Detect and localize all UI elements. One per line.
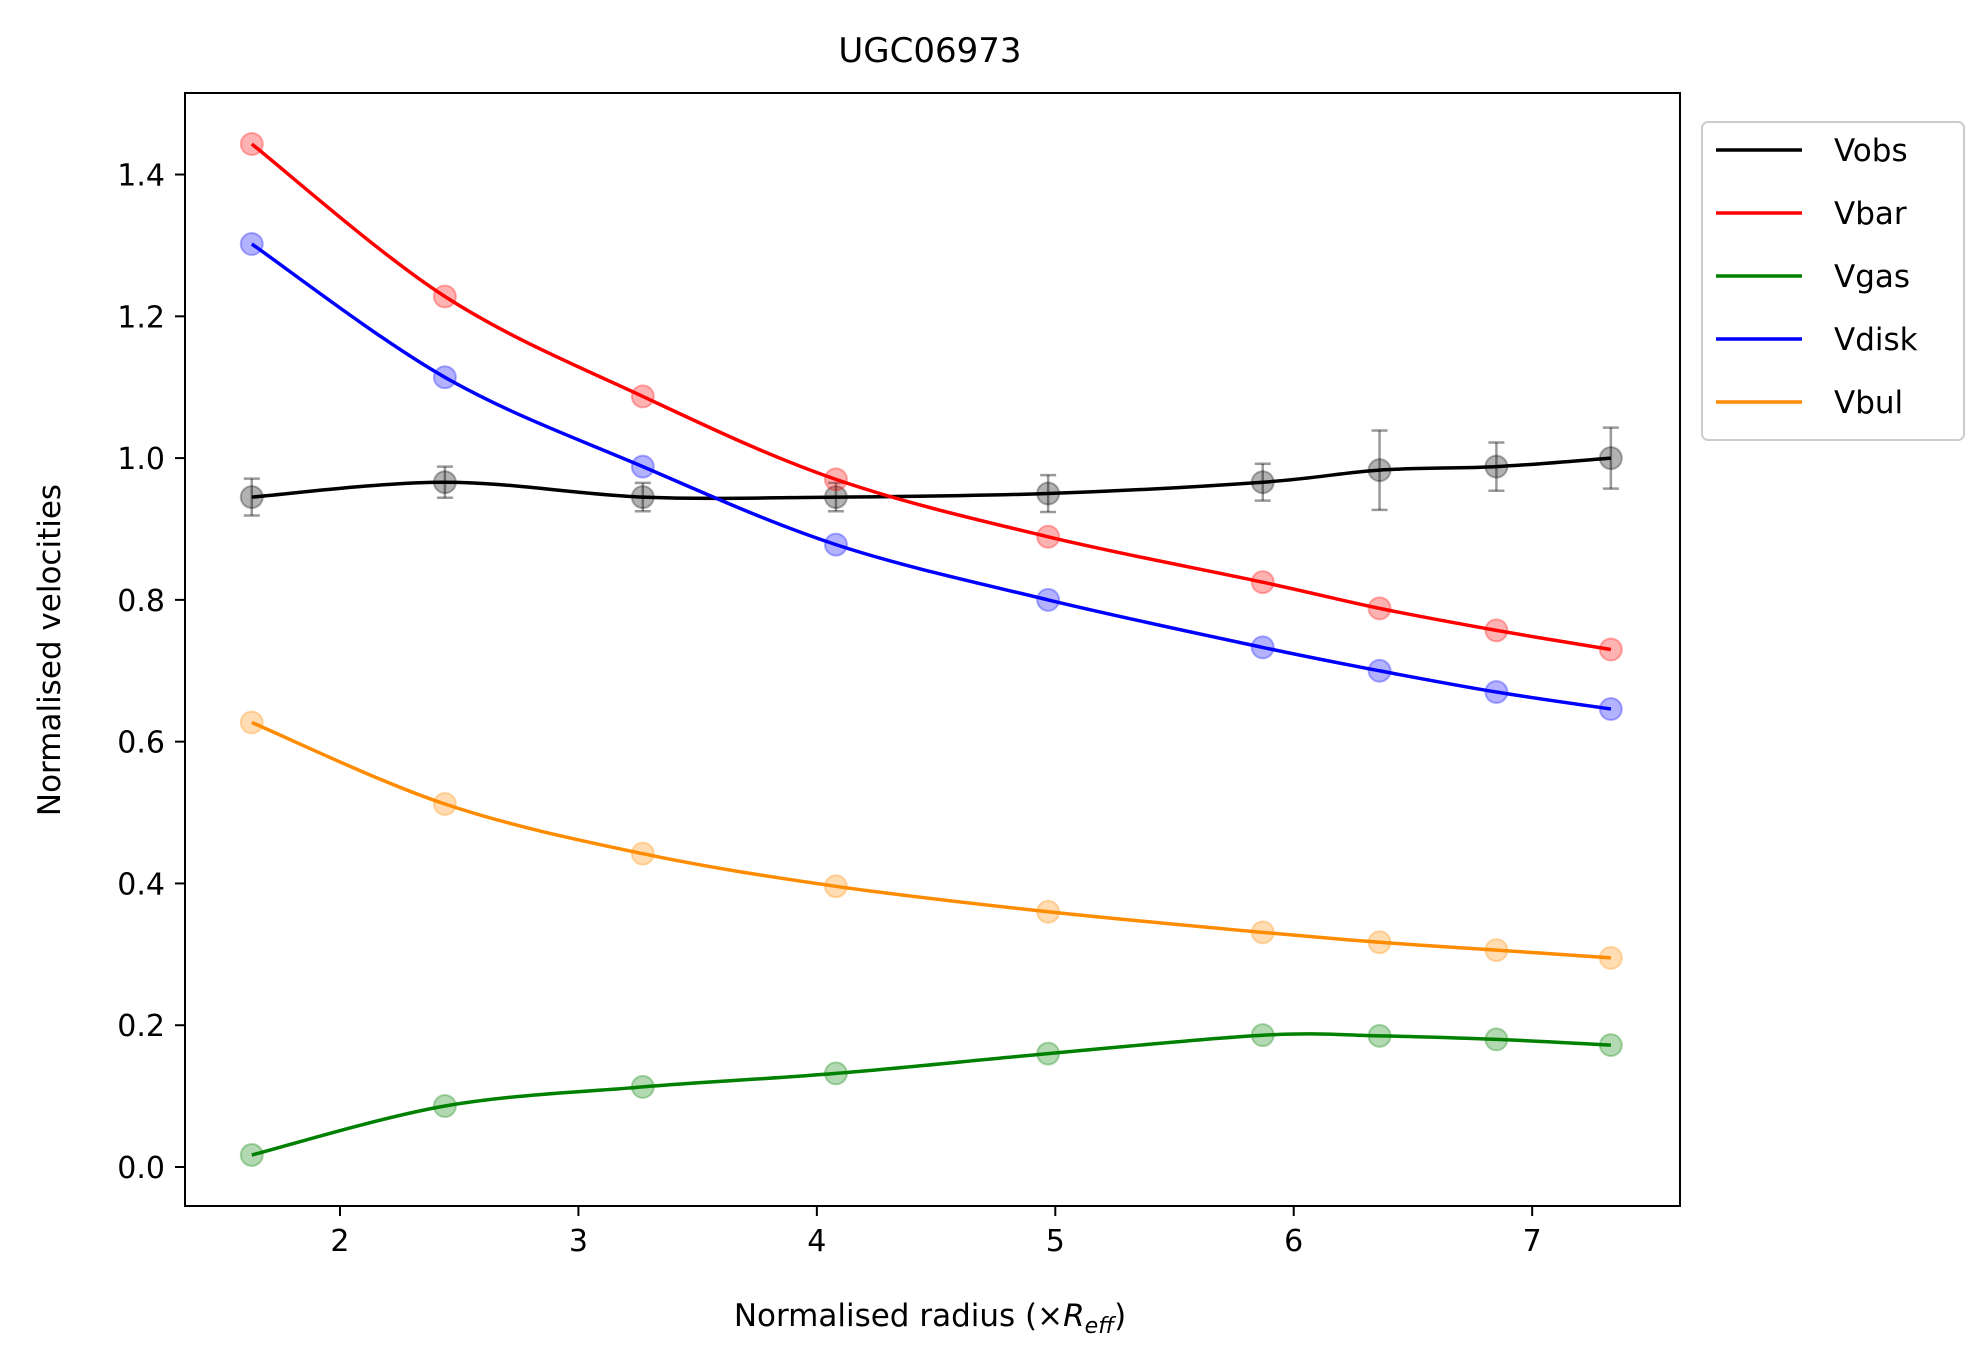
x-axis-label-main: Normalised radius (× — [734, 1298, 1063, 1334]
y-axis-label: Normalised velocities — [32, 484, 68, 816]
series-line-vbul — [251, 720, 1612, 960]
series-line-vbar — [250, 142, 1612, 652]
y-tick-label: 1.2 — [117, 300, 165, 335]
x-axis-label-symbol: R — [1063, 1298, 1085, 1334]
error-bar — [243, 477, 260, 517]
data-point-vbul — [239, 710, 264, 735]
legend-label-vobs: Vobs — [1834, 133, 1908, 169]
y-tick-label: 0.8 — [117, 584, 165, 619]
x-axis-label-end: ) — [1114, 1298, 1126, 1334]
plot-frame — [184, 92, 1681, 1207]
data-point-vdisk — [239, 231, 264, 256]
y-tick-label: 0.6 — [117, 726, 165, 761]
legend-label-vbul: Vbul — [1834, 385, 1903, 421]
data-point-vgas — [239, 1142, 264, 1167]
x-axis: 2 3 4 5 6 7 — [330, 1206, 1542, 1259]
x-tick-label: 4 — [807, 1224, 826, 1259]
x-tick-label: 6 — [1284, 1224, 1303, 1259]
legend-label-vbar: Vbar — [1834, 196, 1907, 232]
x-axis-label: Normalised radius (×Reff) — [734, 1298, 1126, 1339]
y-tick-label: 0.0 — [117, 1151, 165, 1186]
series-line-vgas — [251, 1032, 1611, 1157]
series-line-vobs — [251, 456, 1612, 501]
y-axis: 0.0 0.2 0.4 0.6 0.8 1.0 1.2 1.4 — [117, 159, 185, 1186]
y-tick-label: 1.4 — [117, 159, 165, 194]
x-axis-label-subscript: eff — [1085, 1314, 1117, 1339]
chart-title: UGC06973 — [838, 31, 1021, 71]
series-line-vdisk — [250, 242, 1612, 711]
x-tick-label: 2 — [330, 1224, 349, 1259]
y-tick-label: 0.4 — [117, 867, 165, 902]
y-tick-label: 1.0 — [117, 442, 165, 477]
y-tick-label: 0.2 — [117, 1009, 165, 1044]
legend-label-vgas: Vgas — [1834, 259, 1910, 295]
plot-area — [239, 132, 1623, 1167]
x-tick-label: 3 — [569, 1224, 588, 1259]
legend-box — [1701, 121, 1965, 441]
legend-label-vdisk: Vdisk — [1834, 322, 1918, 358]
legend: Vobs Vbar Vgas Vdisk Vbul — [1701, 121, 1965, 441]
x-tick-label: 7 — [1523, 1224, 1542, 1259]
x-tick-label: 5 — [1046, 1224, 1065, 1259]
